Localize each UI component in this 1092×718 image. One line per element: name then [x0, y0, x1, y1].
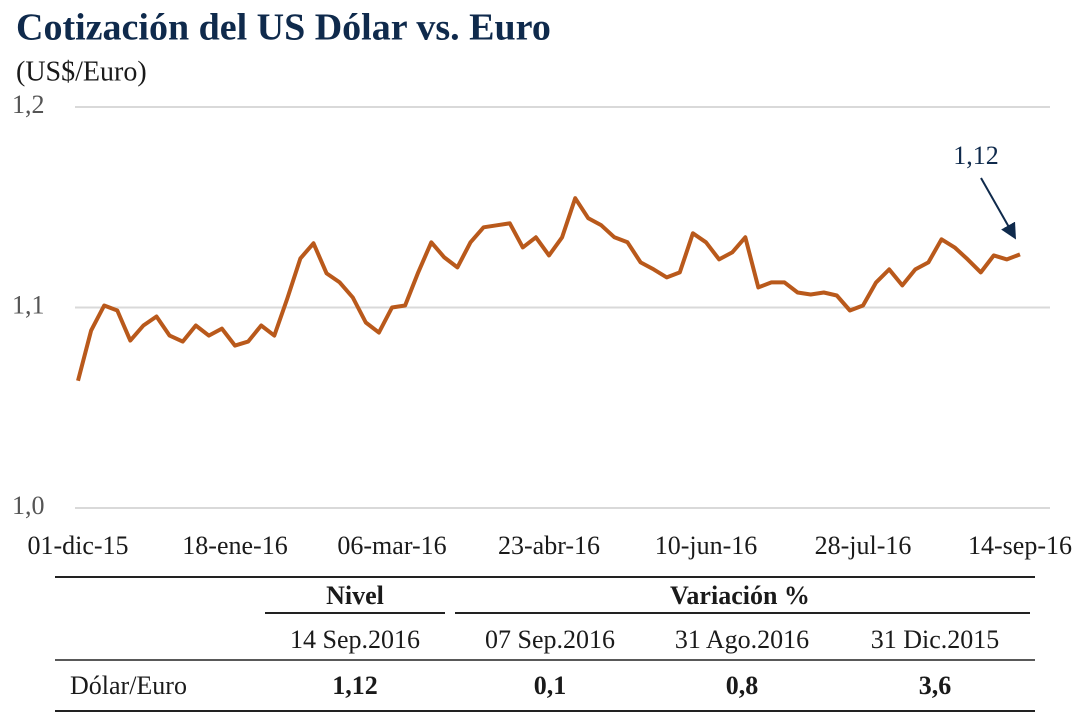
line-series	[76, 196, 1021, 382]
date-header: 14 Sep.2016	[290, 625, 420, 654]
y-tick-label: 1,2	[12, 90, 45, 119]
x-tick-label: 10-jun-16	[655, 531, 758, 560]
x-tick-label: 28-jul-16	[815, 531, 912, 560]
y-tick-label: 1,1	[12, 290, 45, 319]
row-label: Dólar/Euro	[70, 671, 187, 700]
group-header: Variación %	[670, 581, 810, 610]
x-tick-label: 14-sep-16	[968, 531, 1072, 560]
x-tick-label: 23-abr-16	[498, 531, 600, 560]
date-header: 31 Dic.2015	[871, 625, 1000, 654]
x-tick-label: 18-ene-16	[182, 531, 287, 560]
y-tick-label: 1,0	[12, 491, 45, 520]
cell: 0,8	[726, 671, 759, 700]
annotation-arrow	[980, 177, 1016, 240]
cell: 0,1	[534, 671, 567, 700]
chart-title: Cotización del US Dólar vs. Euro	[16, 7, 551, 49]
x-tick-label: 01-dic-15	[27, 531, 128, 560]
table: Nivel Variación % 14 Sep.2016 07 Sep.201…	[55, 576, 1035, 712]
date-header: 31 Ago.2016	[675, 625, 809, 654]
group-header: Nivel	[326, 581, 384, 610]
cell: 1,12	[332, 671, 378, 700]
chart-subtitle: (US$/Euro)	[16, 56, 147, 87]
x-tick-label: 06-mar-16	[337, 531, 446, 560]
cell: 3,6	[919, 671, 952, 700]
annotation: 1,12	[953, 141, 999, 170]
date-header: 07 Sep.2016	[485, 625, 615, 654]
